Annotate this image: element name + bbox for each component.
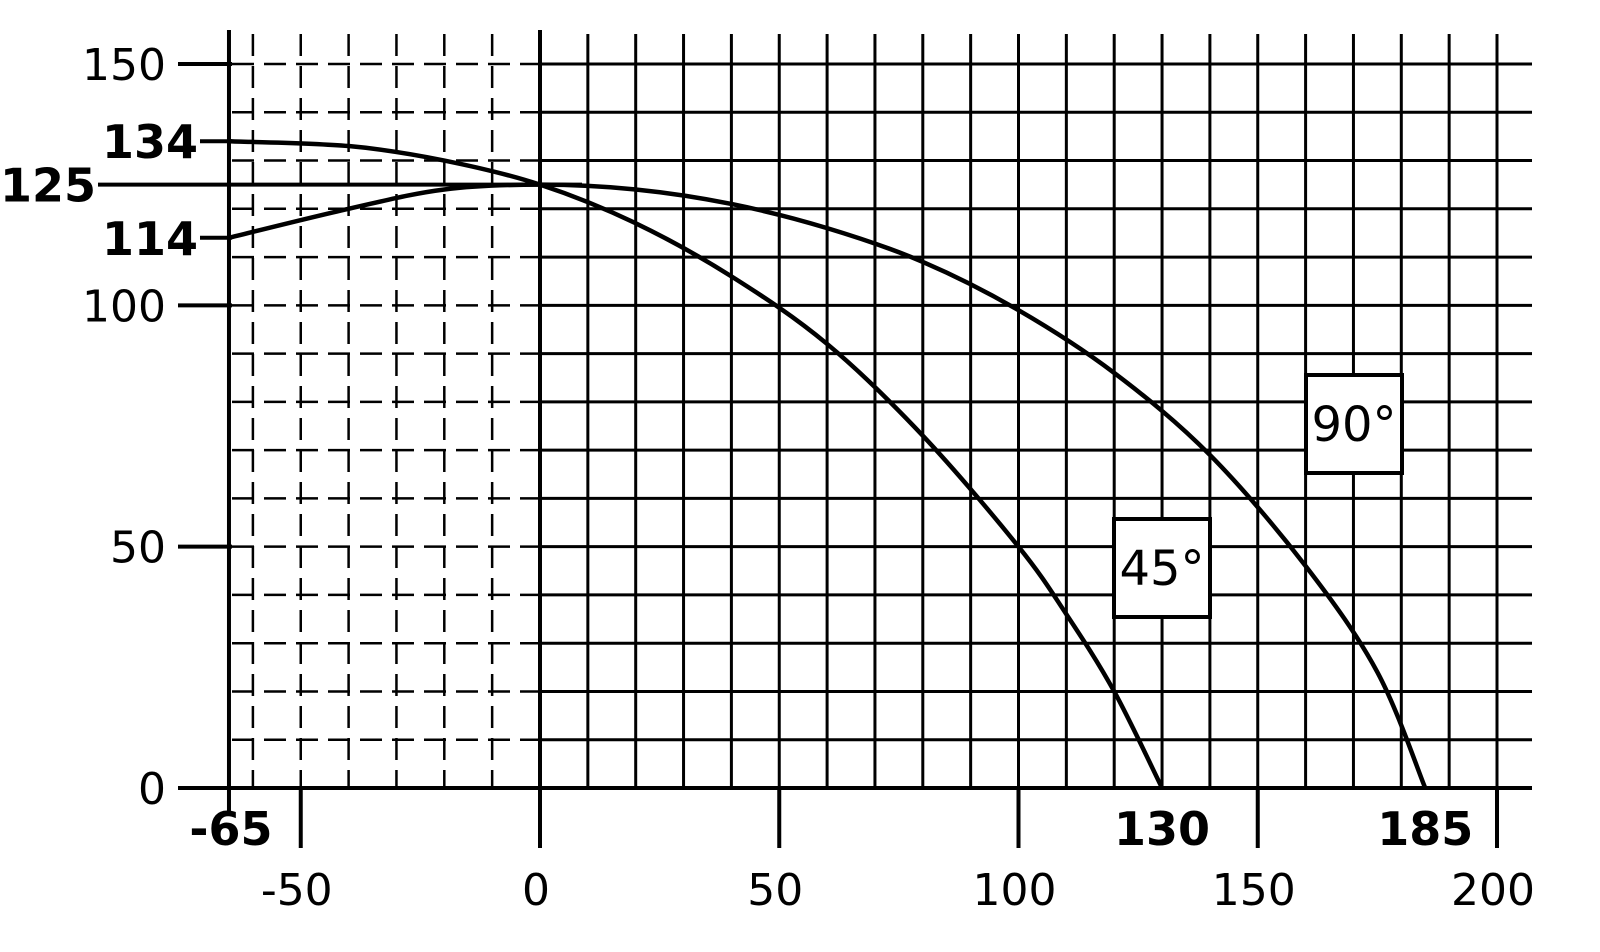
x-callout-label: 130 [1114, 802, 1210, 856]
series-label: 90° [1311, 397, 1396, 453]
series-label-box [1112, 517, 1212, 619]
series-label-box [1304, 373, 1404, 475]
x-tick-label: 0 [522, 865, 550, 916]
y-tick-label: 100 [82, 281, 166, 332]
x-callout-label: -65 [189, 802, 272, 856]
x-tick-label: 200 [1451, 865, 1535, 916]
series-line-90 [228, 182, 1428, 789]
y-callout-label: 134 [102, 115, 198, 169]
axes [98, 30, 1532, 848]
y-tick-label: 0 [138, 764, 166, 815]
series-lines [228, 138, 1428, 789]
x-tick-label: 50 [747, 865, 803, 916]
y-callout-label: 114 [102, 212, 198, 266]
x-tick-label: 150 [1212, 865, 1296, 916]
y-callout-label: 125 [0, 159, 96, 213]
series-label: 45° [1119, 541, 1204, 597]
y-tick-label: 50 [110, 523, 166, 574]
grid [232, 34, 1532, 788]
x-tick-label: 100 [973, 865, 1057, 916]
series-line-45 [228, 138, 1165, 789]
y-tick-label: 150 [82, 40, 166, 91]
x-callout-label: 185 [1377, 802, 1473, 856]
x-tick-label: -50 [261, 865, 333, 916]
tick-labels: -50 0 50 100 150 200 -65 130 185 0 50 100 150 1141251… [0, 40, 1535, 916]
